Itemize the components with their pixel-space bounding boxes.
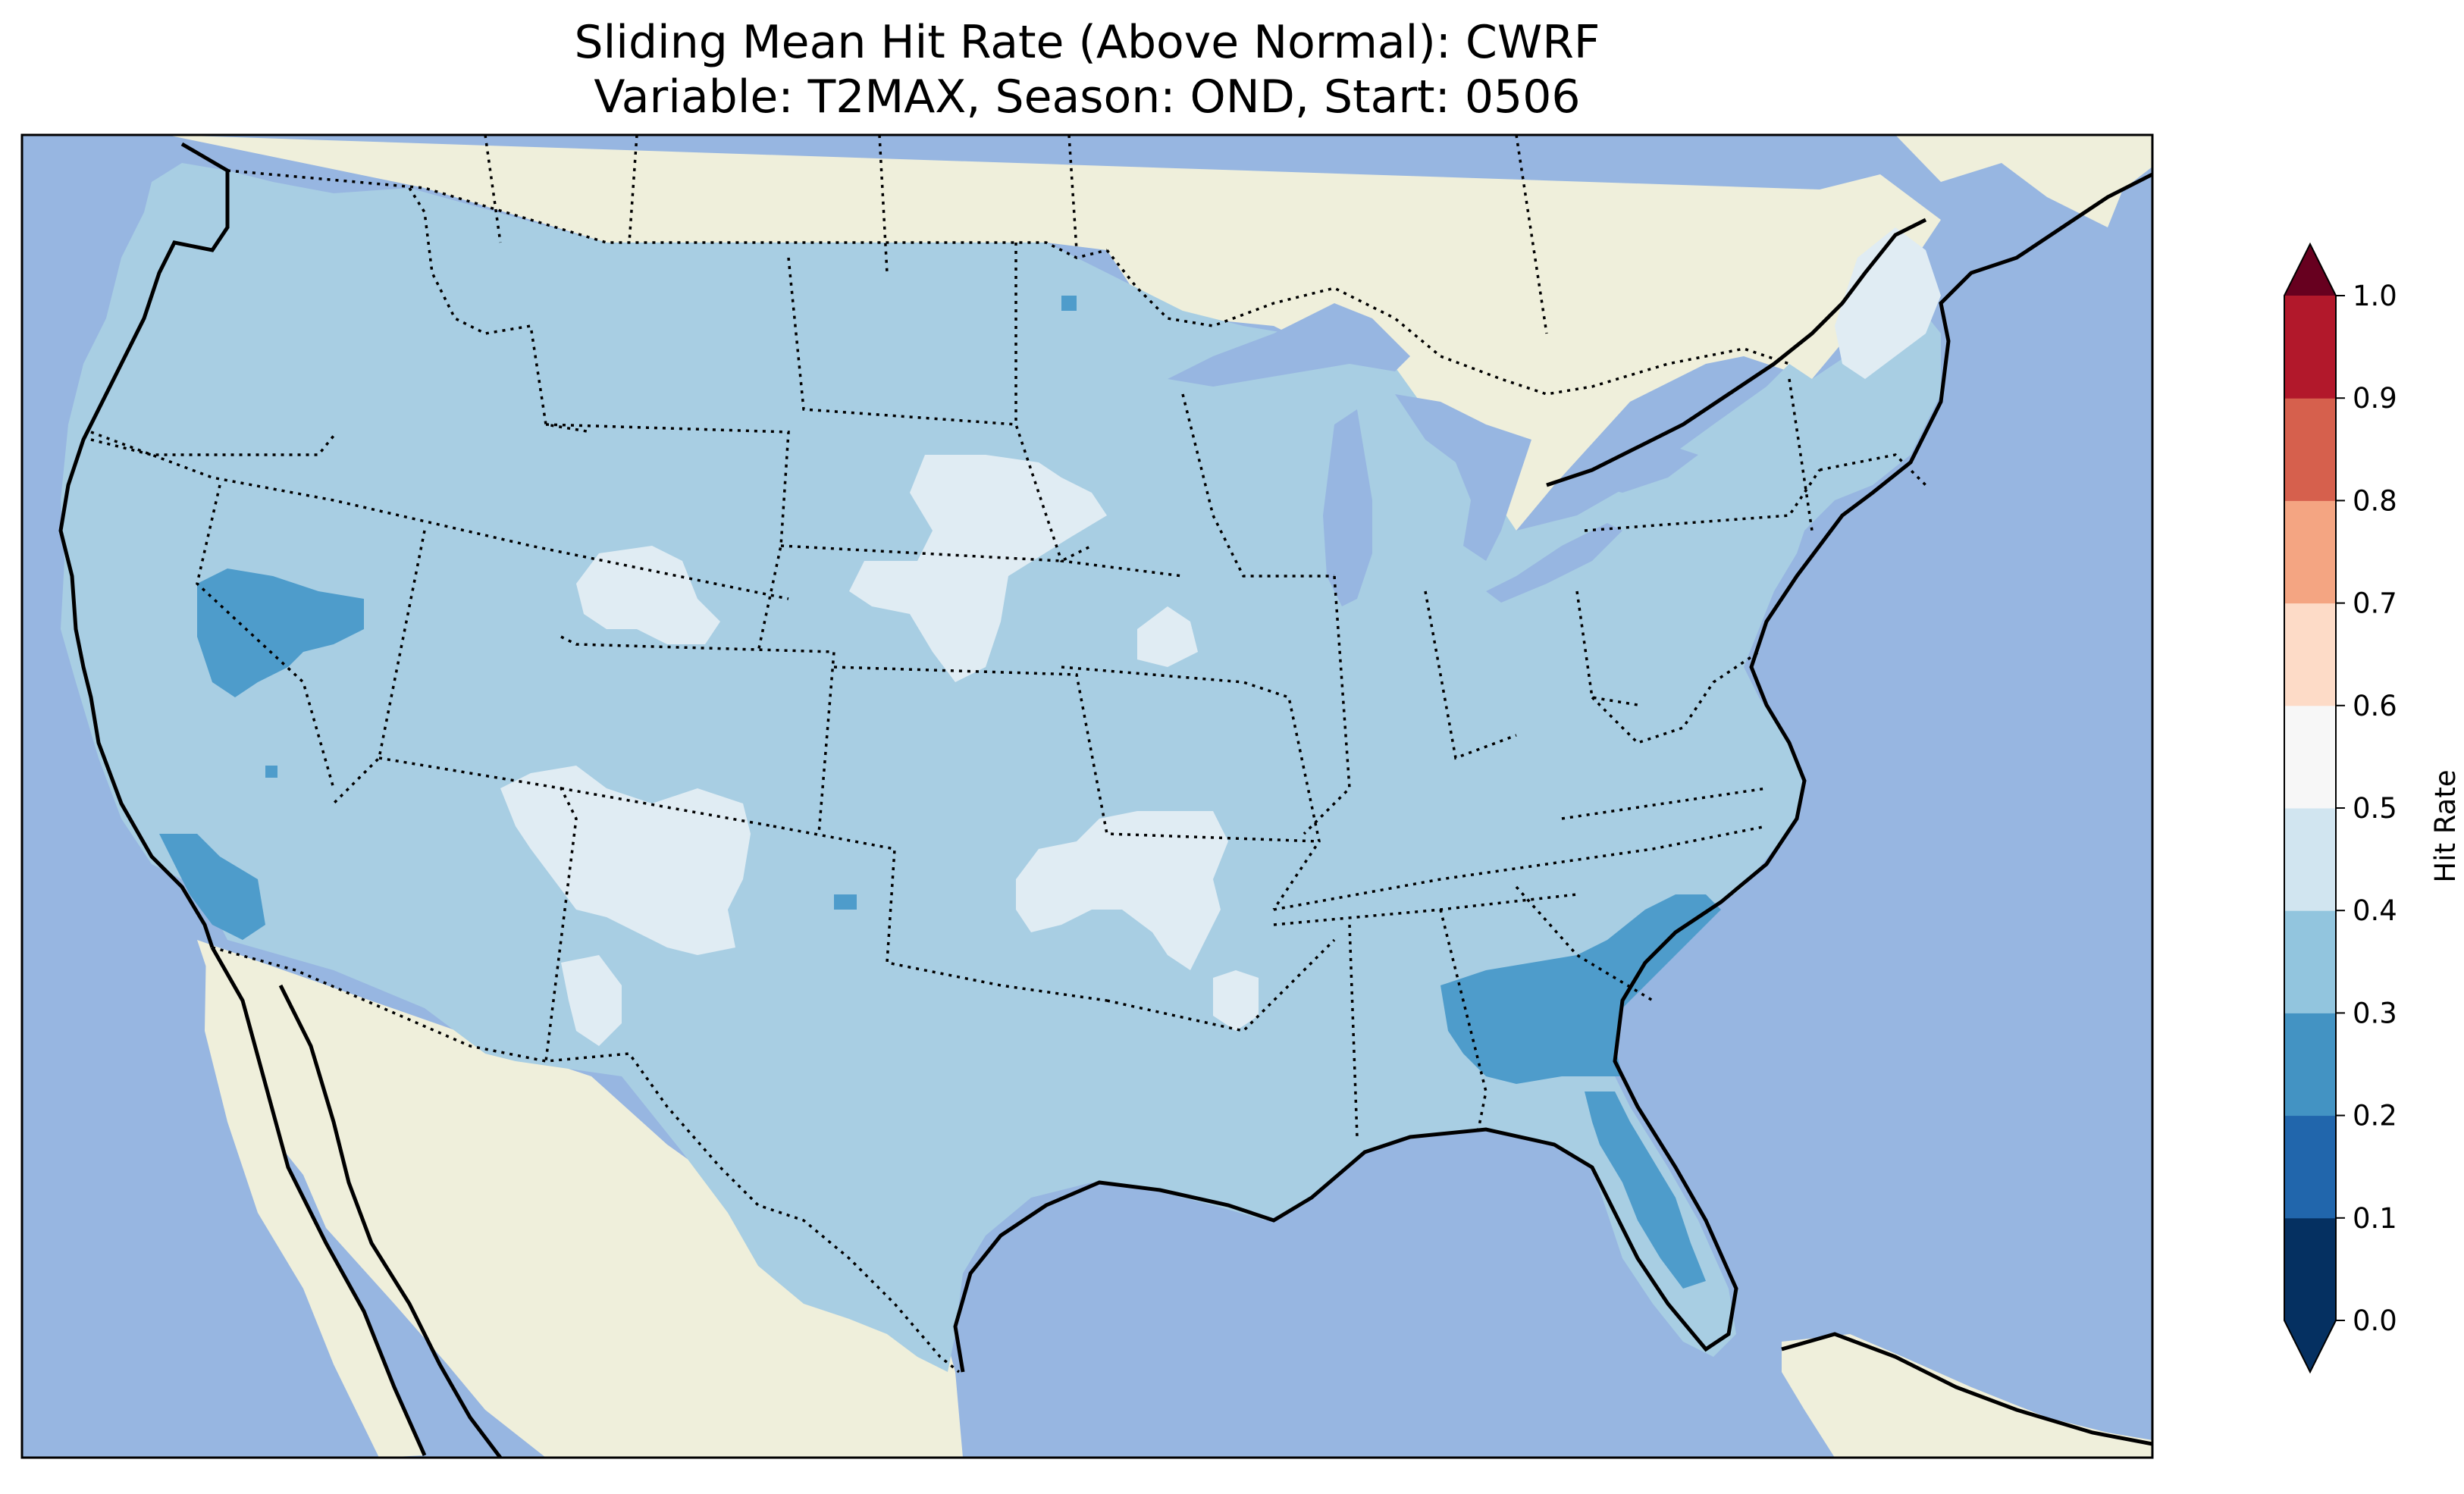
patch-ca-dot	[265, 766, 277, 778]
lake-michigan	[1323, 409, 1372, 606]
colorbar-tick-label: 0.8	[2353, 484, 2397, 517]
colorbar-band	[2284, 910, 2336, 1013]
colorbar-tick-label: 0.2	[2353, 1100, 2397, 1132]
colorbar-band	[2284, 398, 2336, 501]
border-oh-pa	[1575, 590, 1638, 706]
colorbar-tick-label: 0.7	[2353, 587, 2397, 620]
border-nc-va	[1561, 787, 1767, 820]
coastline-cuba	[1781, 1332, 2152, 1446]
border-co	[560, 635, 835, 835]
patches-0.4-0.5	[500, 227, 1941, 1046]
colorbar-tick-label: 1.0	[2353, 280, 2397, 312]
coastline-mexico-west	[278, 984, 502, 1458]
lake-superior	[1168, 303, 1410, 387]
patch-nd	[1061, 296, 1077, 311]
border-in-oh	[1424, 590, 1517, 760]
colorbar-band	[2284, 296, 2336, 399]
coastline-baja	[210, 946, 427, 1457]
patch-maine	[1835, 227, 1941, 379]
lake-erie	[1486, 523, 1622, 603]
colorbar-band	[2284, 1013, 2336, 1117]
lake-ontario	[1592, 447, 1698, 493]
border-nv-ut	[332, 530, 426, 805]
border-ny-ne	[1788, 378, 1814, 531]
colorbar-tick-label: 0.9	[2353, 382, 2397, 415]
border-ms-al	[1348, 924, 1359, 1138]
border-or-ca-nv	[90, 431, 789, 600]
border-wy	[545, 423, 790, 653]
patch-nevada	[197, 568, 364, 697]
land-mexico	[197, 940, 963, 1458]
border-ia-il	[1181, 393, 1334, 578]
colorbar-under-triangle	[2284, 1320, 2336, 1372]
coastline-west	[58, 142, 230, 948]
patch-ms	[1213, 970, 1259, 1031]
patch-dakotas	[849, 455, 1107, 682]
border-pa-ny	[1584, 469, 1821, 532]
coastline-gulf	[953, 172, 2152, 1373]
patch-socal	[159, 834, 265, 940]
patch-ok-ar	[1016, 811, 1228, 970]
colorbar-tick-label: 0.6	[2353, 690, 2397, 722]
colorbar-band	[2284, 500, 2336, 604]
lake-huron	[1395, 394, 1531, 561]
colorbar: 0.0 0.1 0.2 0.3 0.4 0.5 0.6 0.7 0.8 0.9 1.0	[2284, 242, 2397, 1374]
colorbar-tick-label: 0.4	[2353, 894, 2397, 927]
colorbar-tick-label: 0.3	[2353, 997, 2397, 1029]
border-nd-sd	[787, 257, 1017, 426]
colorbar-band	[2284, 808, 2336, 911]
colorbar-tick-label: 0.5	[2353, 792, 2397, 825]
colorbar-tick-label: 0.0	[2353, 1305, 2397, 1337]
border-ut-az	[378, 756, 578, 1062]
conus-field	[61, 163, 1941, 1372]
patch-sw	[500, 766, 751, 955]
map-frame	[20, 133, 2154, 1459]
coastlines	[58, 142, 2152, 1458]
land-cuba	[1782, 1334, 2152, 1458]
border-ks-ok	[833, 666, 1320, 843]
border-va-wv	[1591, 650, 1760, 745]
coastline-canada	[1546, 218, 1927, 487]
patch-florida	[1585, 1092, 1706, 1289]
colorbar-band	[2284, 1115, 2336, 1219]
border-ky-tn	[1273, 825, 1767, 911]
patch-nm-south	[561, 955, 622, 1046]
state-borders	[90, 135, 1927, 1373]
border-ca-nv	[196, 484, 335, 789]
chart-subtitle: Variable: T2MAX, Season: OND, Start: 050…	[594, 70, 1581, 124]
patch-georgia-carolina	[1440, 894, 1721, 1084]
border-sd-ne	[780, 544, 1092, 562]
map-area	[22, 135, 2152, 1458]
border-us-mexico	[212, 946, 961, 1373]
colorbar-band	[2284, 603, 2336, 706]
border-canada-provinces	[484, 135, 1548, 334]
chart-title: Sliding Mean Hit Rate (Above Normal): CW…	[574, 16, 1600, 69]
patch-iowa	[1137, 606, 1198, 667]
patch-ks	[834, 894, 857, 910]
patch-wyoming	[576, 546, 720, 644]
colorbar-tick-label: 0.1	[2353, 1202, 2397, 1235]
border-ga-sc	[1515, 885, 1654, 1002]
border-ne-states	[1819, 453, 1927, 487]
border-ar-la	[1106, 938, 1336, 1032]
colorbar-label: Hit Rate	[2429, 769, 2462, 882]
patches-0.2-0.3	[159, 296, 1721, 1289]
colorbar-over-triangle	[2284, 244, 2336, 296]
colorbar-band	[2284, 705, 2336, 809]
border-az-nm	[560, 787, 774, 828]
colorbar-band	[2284, 1217, 2336, 1321]
